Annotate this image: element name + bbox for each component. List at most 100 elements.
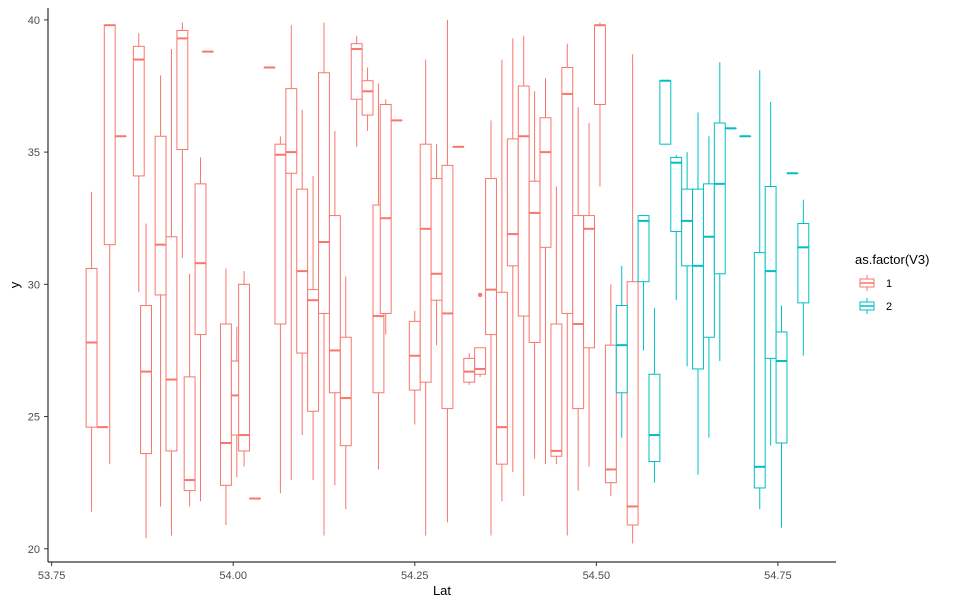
box-iqr bbox=[637, 215, 650, 283]
boxplot-box-series-2 bbox=[775, 305, 788, 528]
y-tick-label: 35 bbox=[28, 147, 40, 159]
box-iqr bbox=[339, 336, 352, 447]
boxplot-box-series-1 bbox=[419, 59, 432, 536]
boxplot-box-series-1 bbox=[140, 223, 152, 539]
box-iqr bbox=[659, 80, 672, 145]
boxplot-box-series-1 bbox=[485, 120, 497, 536]
legend-label: 2 bbox=[886, 301, 892, 313]
box-iqr bbox=[430, 178, 443, 301]
y-axis-ticks: 20 25 30 35 40 bbox=[28, 15, 48, 556]
box-iqr bbox=[604, 344, 617, 484]
legend-key-1: 1 bbox=[858, 274, 892, 292]
boxplot-box-series-1 bbox=[408, 310, 421, 425]
box-iqr bbox=[753, 252, 766, 489]
boxplot-box-series-2 bbox=[648, 308, 661, 483]
box-iqr bbox=[419, 143, 432, 383]
boxplot-box-series-1 bbox=[561, 43, 574, 536]
y-tick-label: 40 bbox=[28, 15, 40, 27]
boxplot-box-series-1 bbox=[604, 284, 617, 496]
box-iqr bbox=[702, 183, 715, 338]
box-iqr bbox=[165, 236, 178, 452]
boxplot-box-series-1 bbox=[238, 271, 251, 467]
box-iqr bbox=[583, 215, 596, 349]
box-iqr bbox=[103, 24, 116, 246]
boxplot-box-series-2 bbox=[637, 215, 650, 351]
legend-keys: 12 bbox=[858, 274, 892, 315]
boxplot-box-series-1 bbox=[103, 24, 116, 465]
boxplot-box-series-1 bbox=[350, 35, 363, 147]
boxplot-box-series-2 bbox=[797, 199, 810, 356]
legend: as.factor(V3) 12 bbox=[855, 252, 929, 315]
legend-title: as.factor(V3) bbox=[855, 252, 929, 267]
box-iqr bbox=[85, 267, 98, 428]
boxplot-box-series-1 bbox=[176, 22, 189, 258]
boxplot-box-series-2 bbox=[692, 112, 704, 475]
box-iqr bbox=[441, 164, 454, 410]
box-iqr bbox=[194, 183, 207, 336]
box-iqr bbox=[550, 323, 563, 457]
boxplot-box-series-1 bbox=[296, 109, 309, 436]
box-iqr bbox=[274, 143, 287, 325]
boxplot-box-series-1 bbox=[517, 35, 530, 496]
boxplot-box-series-1 bbox=[495, 59, 508, 502]
boxplot-box-series-1 bbox=[85, 191, 98, 512]
box-iqr bbox=[154, 135, 167, 296]
boxplot-box-series-1 bbox=[307, 175, 320, 481]
boxplot-box-series-2 bbox=[753, 70, 766, 510]
boxplot-box-series-1 bbox=[339, 276, 352, 510]
box-iqr bbox=[238, 283, 251, 452]
boxplot-box-series-1 bbox=[626, 54, 639, 544]
box-iqr bbox=[681, 188, 694, 267]
x-tick-label: 54.75 bbox=[764, 570, 792, 582]
x-tick-label: 53.75 bbox=[38, 570, 66, 582]
box-iqr bbox=[797, 223, 810, 304]
boxplot-box-series-1 bbox=[132, 33, 145, 293]
x-axis-ticks: 53.75 54.00 54.25 54.50 54.75 bbox=[38, 562, 792, 582]
boxplot-box-series-1 bbox=[506, 38, 519, 473]
box-iqr bbox=[764, 185, 777, 359]
box-iqr bbox=[183, 376, 196, 492]
y-tick-label: 25 bbox=[28, 412, 40, 424]
box-iqr bbox=[506, 138, 519, 267]
legend-key-2: 2 bbox=[858, 297, 892, 315]
box-iqr bbox=[176, 29, 189, 150]
box-iqr bbox=[219, 323, 232, 486]
box-iqr bbox=[539, 117, 552, 248]
boxplot-box-series-1 bbox=[594, 22, 606, 187]
boxplot-box-series-1 bbox=[274, 136, 287, 494]
x-tick-label: 54.00 bbox=[219, 570, 247, 582]
plot-area bbox=[85, 19, 810, 544]
y-tick-label: 30 bbox=[28, 279, 40, 291]
boxplot-box-series-1 bbox=[285, 25, 298, 481]
boxplot-box-series-1 bbox=[318, 22, 330, 536]
box-iqr bbox=[379, 104, 392, 314]
box-iqr bbox=[495, 291, 508, 465]
box-iqr bbox=[670, 156, 683, 232]
boxplot-box-series-1 bbox=[430, 144, 443, 346]
boxplot-box-series-2 bbox=[615, 265, 628, 438]
boxplot-box-series-1 bbox=[539, 78, 552, 465]
boxplot-box-series-1 bbox=[219, 268, 232, 525]
box-iqr bbox=[692, 188, 704, 370]
box-iqr bbox=[285, 88, 298, 174]
boxplot-box-series-2 bbox=[764, 101, 777, 446]
boxplot-box-series-1 bbox=[361, 67, 374, 131]
box-iqr bbox=[485, 178, 497, 336]
x-axis-title: Lat bbox=[433, 583, 451, 598]
boxplot-box-series-2 bbox=[702, 136, 715, 438]
boxplot-box-series-1 bbox=[572, 107, 585, 491]
legend-label: 1 bbox=[886, 278, 892, 290]
box-iqr bbox=[626, 281, 639, 526]
boxplot-box-series-1 bbox=[550, 186, 563, 465]
boxplot-box-series-1 bbox=[463, 353, 476, 385]
box-iqr bbox=[775, 331, 788, 444]
boxplot-box-series-1 bbox=[528, 91, 541, 459]
box-iqr bbox=[463, 357, 476, 383]
boxplot-box-series-1 bbox=[154, 75, 167, 507]
boxplot-box-series-2 bbox=[670, 154, 683, 301]
outlier-point bbox=[477, 292, 483, 298]
boxplot-box-series-2 bbox=[681, 152, 694, 367]
boxplot-box-series-2 bbox=[713, 62, 726, 362]
box-iqr bbox=[350, 43, 363, 100]
